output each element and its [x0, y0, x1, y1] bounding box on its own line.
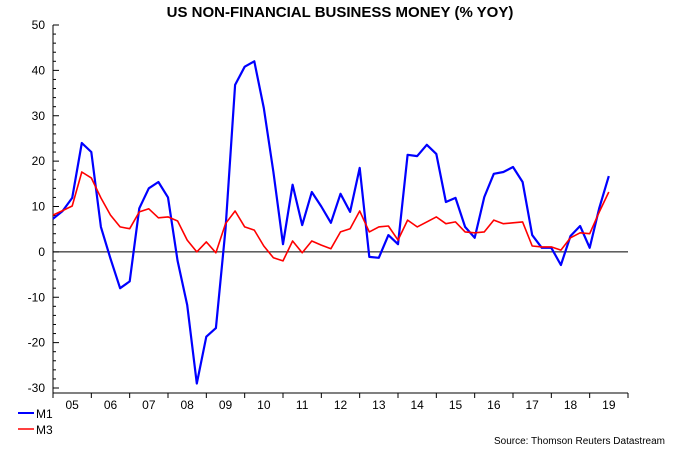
y-tick-label: 0 [38, 245, 45, 259]
source-note: Source: Thomson Reuters Datastream [494, 436, 665, 447]
series-lines [52, 60, 610, 385]
chart-title: US NON-FINANCIAL BUSINESS MONEY (% YOY) [167, 4, 514, 21]
y-tick-label: -10 [28, 290, 46, 304]
legend: M1 M3 [18, 407, 53, 437]
x-tick-label: 10 [257, 398, 271, 412]
x-tick-label: 14 [410, 398, 424, 412]
x-tick-label: 09 [219, 398, 233, 412]
x-tick-label: 05 [65, 398, 79, 412]
series-line-m3 [52, 171, 610, 262]
y-tick-label: 50 [32, 18, 46, 32]
y-tick-label: -20 [28, 336, 46, 350]
legend-label-m1: M1 [36, 407, 53, 421]
x-axis: 05 06 07 08 09 10 11 12 13 14 15 16 17 18 19 [52, 392, 629, 412]
x-tick-label: 12 [334, 398, 348, 412]
legend-label-m3: M3 [36, 423, 53, 437]
y-tick-label: 30 [32, 109, 46, 123]
x-tick-label: 07 [142, 398, 156, 412]
y-axis: 50 40 30 20 10 0 -10 -20 -30 [28, 18, 59, 395]
series-line-m1 [52, 60, 610, 385]
y-tick-label: -30 [28, 381, 46, 395]
x-tick-label: 19 [602, 398, 616, 412]
x-tick-label: 11 [296, 398, 309, 412]
x-tick-label: 08 [180, 398, 194, 412]
x-tick-label: 17 [525, 398, 539, 412]
x-tick-label: 13 [372, 398, 386, 412]
y-tick-label: 20 [32, 154, 46, 168]
y-tick-label: 10 [32, 200, 46, 214]
y-tick-label: 40 [32, 63, 46, 77]
x-tick-label: 18 [564, 398, 578, 412]
x-tick-label: 15 [449, 398, 463, 412]
x-tick-label: 16 [487, 398, 501, 412]
x-tick-label: 06 [104, 398, 118, 412]
